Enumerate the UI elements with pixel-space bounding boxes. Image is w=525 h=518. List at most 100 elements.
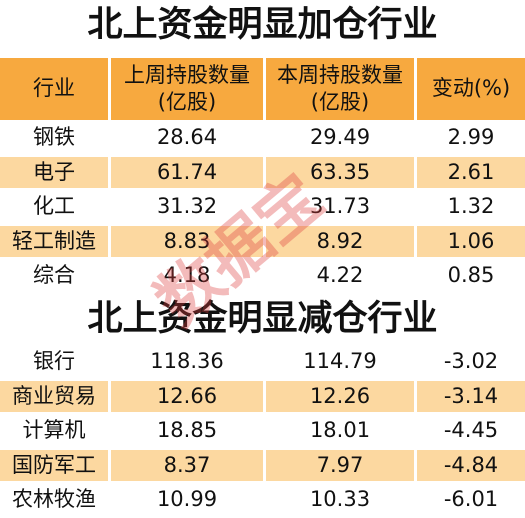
cell-text: 61.74: [156, 159, 218, 184]
cell-text: 10.99: [156, 487, 218, 512]
table-cell: 计算机: [0, 415, 108, 447]
table-row: 化工 31.32 31.73 1.32: [0, 191, 525, 223]
table-row: 综合 4.18 4.22 0.85: [0, 260, 525, 292]
cell-text: 2.99: [447, 125, 495, 150]
table-cell: 4.18: [111, 260, 263, 292]
cell-text: 12.26: [309, 383, 371, 408]
table-row: 计算机 18.85 18.01 -4.45: [0, 415, 525, 447]
table-cell: 综合: [0, 260, 108, 292]
header-text: 变动(%): [431, 76, 511, 101]
cell-text: 化工: [33, 194, 75, 219]
table-cell: -3.14: [417, 380, 525, 412]
cell-text: 0.85: [447, 263, 495, 288]
table-cell: 29.49: [266, 122, 414, 154]
table-row: 电子 61.74 63.35 2.61: [0, 156, 525, 188]
table-row: 行业 上周持股数量 (亿股) 本周持股数量 (亿股) 变动(%): [0, 58, 525, 120]
cell-text: 18.01: [309, 418, 371, 443]
cell-text: 8.83: [163, 228, 211, 253]
cell-text: 钢铁: [33, 125, 75, 150]
cell-text: -3.02: [443, 349, 499, 374]
table-cell: 1.32: [417, 191, 525, 223]
table-row: 商业贸易 12.66 12.26 -3.14: [0, 380, 525, 412]
table-cell: 8.37: [111, 449, 263, 481]
table-cell: 10.33: [266, 484, 414, 516]
table-cell: 轻工制造: [0, 225, 108, 257]
cell-text: 国防军工: [12, 452, 96, 477]
table-cell: -6.01: [417, 484, 525, 516]
cell-text: -6.01: [443, 487, 499, 512]
cell-text: 114.79: [303, 349, 377, 374]
table-cell: 商业贸易: [0, 380, 108, 412]
cell-text: 8.37: [163, 452, 211, 477]
title: 北上资金明显加仓行业: [87, 5, 438, 45]
cell-text: 1.32: [447, 194, 495, 219]
header-text: 本周持股数量: [277, 62, 403, 87]
table-cell: 31.32: [111, 191, 263, 223]
cell-text: 28.64: [156, 125, 218, 150]
table-cell: 114.79: [266, 346, 414, 378]
table-row: 国防军工 8.37 7.97 -4.84: [0, 449, 525, 481]
table-cell: -4.84: [417, 449, 525, 481]
table-cell: 电子: [0, 156, 108, 188]
table-row: 轻工制造 8.83 8.92 1.06: [0, 225, 525, 257]
cell-text: 31.32: [156, 194, 218, 219]
table-cell: 28.64: [111, 122, 263, 154]
cell-text: 12.66: [156, 383, 218, 408]
table-cell: -4.45: [417, 415, 525, 447]
title: 北上资金明显减仓行业: [87, 299, 438, 339]
table-cell: 农林牧渔: [0, 484, 108, 516]
cell-text: 商业贸易: [12, 383, 96, 408]
table-cell: 18.01: [266, 415, 414, 447]
table-cell: 银行: [0, 346, 108, 378]
cell-text: 电子: [33, 159, 75, 184]
cell-text: 18.85: [156, 418, 218, 443]
cell-text: 综合: [33, 263, 75, 288]
cell-text: 1.06: [447, 228, 495, 253]
table-cell: 7.97: [266, 449, 414, 481]
cell-text: -4.45: [443, 418, 499, 443]
header-text: 行业: [33, 76, 75, 101]
table-cell: 1.06: [417, 225, 525, 257]
cell-text: 4.22: [316, 263, 364, 288]
cell-text: 31.73: [309, 194, 371, 219]
header-text: (亿股): [157, 90, 217, 114]
table-cell: -3.02: [417, 346, 525, 378]
table-cell: 2.61: [417, 156, 525, 188]
table-cell: 12.26: [266, 380, 414, 412]
cell-text: 计算机: [22, 418, 86, 443]
cell-text: 63.35: [309, 159, 371, 184]
table-cell: 8.83: [111, 225, 263, 257]
cell-text: 8.92: [316, 228, 364, 253]
header-text: 上周持股数量: [124, 62, 250, 87]
table-cell: 12.66: [111, 380, 263, 412]
table-row: 农林牧渔 10.99 10.33 -6.01: [0, 484, 525, 516]
table-cell: 本周持股数量 (亿股): [266, 58, 414, 120]
table-cell: 钢铁: [0, 122, 108, 154]
table-cell: 10.99: [111, 484, 263, 516]
table-cell: 118.36: [111, 346, 263, 378]
table-cell: 行业: [0, 58, 108, 120]
table-cell: 国防军工: [0, 449, 108, 481]
table-cell: 变动(%): [417, 58, 525, 120]
table-row: 钢铁 28.64 29.49 2.99: [0, 122, 525, 154]
cell-text: 118.36: [150, 349, 224, 374]
header-text: (亿股): [310, 90, 370, 114]
table-cell: 2.99: [417, 122, 525, 154]
table-cell: 31.73: [266, 191, 414, 223]
table-cell: 8.92: [266, 225, 414, 257]
cell-text: 2.61: [447, 159, 495, 184]
cell-text: 轻工制造: [12, 228, 96, 253]
cell-text: 7.97: [316, 452, 364, 477]
table-cell: 上周持股数量 (亿股): [111, 58, 263, 120]
table-cell: 4.22: [266, 260, 414, 292]
cell-text: -4.84: [443, 452, 499, 477]
table-cell: 63.35: [266, 156, 414, 188]
cell-text: 29.49: [309, 125, 371, 150]
table-row: 银行 118.36 114.79 -3.02: [0, 346, 525, 378]
cell-text: -3.14: [443, 383, 499, 408]
cell-text: 农林牧渔: [12, 487, 96, 512]
cell-text: 4.18: [163, 263, 211, 288]
cell-text: 10.33: [309, 487, 371, 512]
table-cell: 61.74: [111, 156, 263, 188]
